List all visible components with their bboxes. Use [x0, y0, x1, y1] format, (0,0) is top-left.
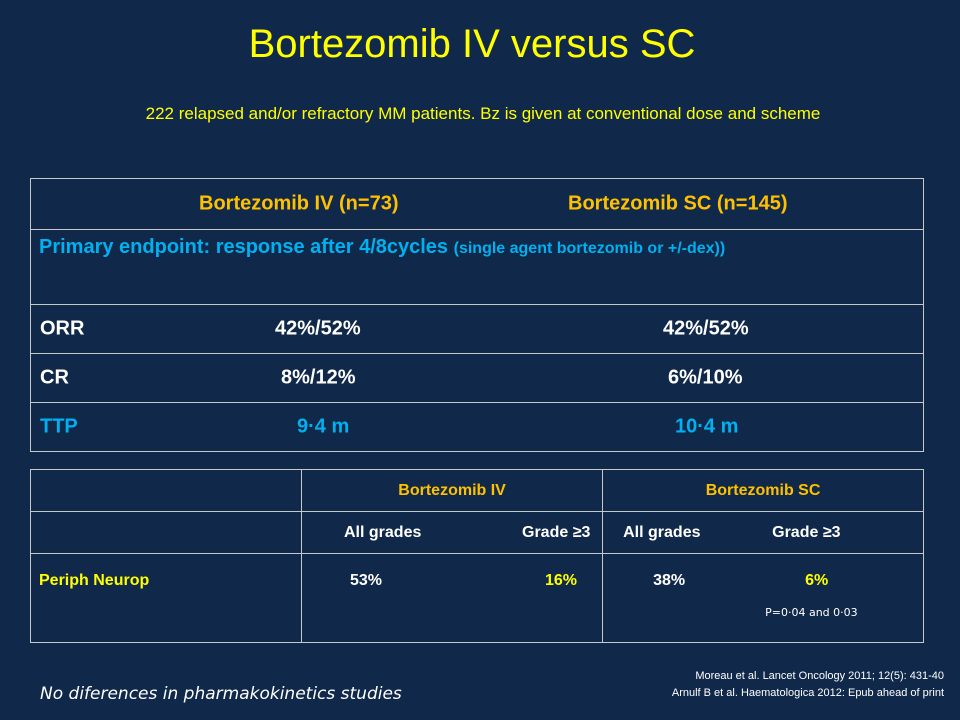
iv-values: 53% 16%: [300, 553, 604, 643]
row-sc-value: 42%/52%: [663, 317, 749, 340]
group-sc: Bortezomib SC: [602, 469, 924, 512]
footnote: No diferences in pharmakokinetics studie…: [40, 684, 402, 704]
row-iv-value: 9·4 m: [297, 415, 350, 438]
neuropathy-table: Bortezomib IV Bortezomib SC All grades G…: [30, 469, 924, 643]
subheader-sc-grade3: Grade ≥3: [772, 523, 841, 541]
row-label: Periph Neurop: [30, 553, 302, 643]
table-row: ORR 42%/52% 42%/52%: [30, 304, 924, 354]
row-label: CR: [40, 366, 69, 389]
slide-title: Bortezomib IV versus SC: [248, 22, 696, 66]
references: Moreau et al. Lancet Oncology 2011; 12(5…: [672, 668, 944, 702]
group-iv: Bortezomib IV: [300, 469, 604, 512]
row-iv-value: 8%/12%: [281, 366, 356, 389]
table-row: CR 8%/12% 6%/10%: [30, 353, 924, 403]
row-iv-value: 42%/52%: [275, 317, 361, 340]
empty-cell: [30, 511, 302, 554]
row-sc-value: 10·4 m: [675, 415, 739, 438]
efficacy-table: Bortezomib IV (n=73) Bortezomib SC (n=14…: [30, 178, 924, 452]
value-iv-all: 53%: [350, 572, 383, 589]
subheader-sc-all: All grades: [623, 523, 701, 541]
subheader-iv-grade3: Grade ≥3: [522, 523, 591, 541]
reference-item: Arnulf B et al. Haematologica 2012: Epub…: [671, 687, 944, 699]
efficacy-header-row: Bortezomib IV (n=73) Bortezomib SC (n=14…: [30, 178, 924, 230]
sc-subheaders: All grades Grade ≥3: [602, 511, 924, 554]
slide-subtitle: 222 relapsed and/or refractory MM patien…: [145, 104, 821, 123]
table-row: TTP 9·4 m 10·4 m: [30, 402, 924, 452]
header-iv: Bortezomib IV (n=73): [199, 192, 399, 215]
value-sc-all: 38%: [653, 572, 686, 589]
value-sc-grade3: 6%: [805, 572, 829, 589]
primary-endpoint-main: Primary endpoint: response after 4/8cycl…: [39, 236, 449, 258]
iv-subheaders: All grades Grade ≥3: [300, 511, 604, 554]
primary-endpoint: Primary endpoint: response after 4/8cycl…: [30, 229, 924, 305]
row-label: TTP: [40, 415, 78, 438]
empty-cell: [30, 469, 302, 512]
p-value: P=0·04 and 0·03: [765, 606, 858, 619]
row-label: ORR: [40, 317, 85, 340]
subheader-iv-all: All grades: [344, 523, 422, 541]
primary-endpoint-detail: (single agent bortezomib or +/-dex)): [453, 240, 726, 257]
header-sc: Bortezomib SC (n=145): [568, 192, 788, 215]
row-sc-value: 6%/10%: [668, 366, 743, 389]
sc-values: 38% 6% P=0·04 and 0·03: [602, 553, 924, 643]
reference-item: Moreau et al. Lancet Oncology 2011; 12(5…: [695, 670, 944, 682]
value-iv-grade3: 16%: [545, 572, 578, 589]
